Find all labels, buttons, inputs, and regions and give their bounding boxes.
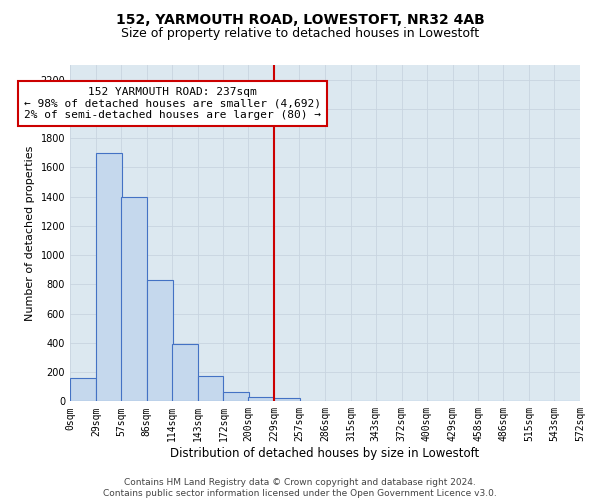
Bar	[223, 392, 249, 402]
Bar	[96, 152, 122, 402]
Text: 152 YARMOUTH ROAD: 237sqm
← 98% of detached houses are smaller (4,692)
2% of sem: 152 YARMOUTH ROAD: 237sqm ← 98% of detac…	[24, 87, 321, 120]
Bar	[146, 280, 173, 402]
Text: Size of property relative to detached houses in Lowestoft: Size of property relative to detached ho…	[121, 28, 479, 40]
Bar	[121, 196, 146, 402]
Bar	[70, 378, 96, 402]
Bar	[172, 344, 197, 402]
Text: Contains HM Land Registry data © Crown copyright and database right 2024.
Contai: Contains HM Land Registry data © Crown c…	[103, 478, 497, 498]
X-axis label: Distribution of detached houses by size in Lowestoft: Distribution of detached houses by size …	[170, 447, 479, 460]
Text: 152, YARMOUTH ROAD, LOWESTOFT, NR32 4AB: 152, YARMOUTH ROAD, LOWESTOFT, NR32 4AB	[116, 12, 484, 26]
Y-axis label: Number of detached properties: Number of detached properties	[25, 146, 35, 321]
Bar	[197, 376, 223, 402]
Bar	[248, 397, 274, 402]
Bar	[274, 398, 300, 402]
